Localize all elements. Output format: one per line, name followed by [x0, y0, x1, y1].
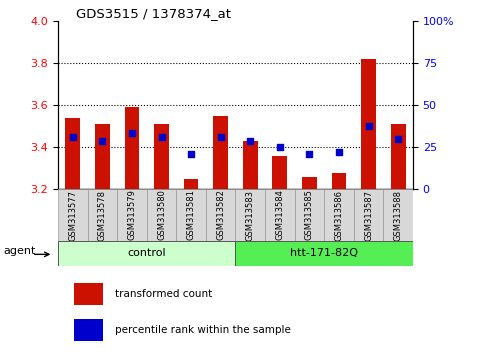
- Point: [69, 134, 77, 140]
- Bar: [361, 59, 376, 189]
- Point: [394, 136, 402, 142]
- Text: GSM313579: GSM313579: [128, 190, 136, 240]
- Bar: [87, 189, 117, 241]
- Point: [128, 130, 136, 136]
- Bar: [243, 141, 257, 189]
- Bar: [74, 284, 103, 305]
- Text: GDS3515 / 1378374_at: GDS3515 / 1378374_at: [76, 7, 231, 20]
- Text: GSM313588: GSM313588: [394, 189, 403, 241]
- Text: htt-171-82Q: htt-171-82Q: [290, 248, 358, 258]
- Bar: [213, 116, 228, 189]
- Bar: [58, 189, 87, 241]
- Bar: [154, 124, 169, 189]
- Bar: [295, 189, 324, 241]
- Bar: [117, 189, 147, 241]
- Text: GSM313586: GSM313586: [335, 189, 343, 241]
- Bar: [354, 189, 384, 241]
- Point: [217, 134, 225, 140]
- Point: [306, 151, 313, 156]
- Bar: [58, 241, 236, 266]
- Bar: [332, 173, 346, 189]
- Text: agent: agent: [3, 246, 35, 256]
- Text: GSM313577: GSM313577: [68, 189, 77, 241]
- Text: GSM313585: GSM313585: [305, 190, 314, 240]
- Bar: [324, 189, 354, 241]
- Point: [365, 124, 372, 129]
- Bar: [95, 124, 110, 189]
- Bar: [176, 189, 206, 241]
- Bar: [384, 189, 413, 241]
- Text: GSM313587: GSM313587: [364, 189, 373, 241]
- Text: GSM313578: GSM313578: [98, 189, 107, 241]
- Point: [99, 138, 106, 144]
- Text: GSM313583: GSM313583: [246, 189, 255, 241]
- Point: [246, 138, 254, 144]
- Bar: [147, 189, 176, 241]
- Text: GSM313582: GSM313582: [216, 190, 225, 240]
- Point: [187, 151, 195, 156]
- Bar: [184, 179, 199, 189]
- Bar: [272, 156, 287, 189]
- Bar: [125, 107, 139, 189]
- Point: [335, 149, 343, 154]
- Text: percentile rank within the sample: percentile rank within the sample: [115, 325, 291, 335]
- Bar: [65, 118, 80, 189]
- Bar: [391, 124, 406, 189]
- Text: control: control: [128, 248, 166, 258]
- Text: GSM313580: GSM313580: [157, 190, 166, 240]
- Bar: [74, 319, 103, 341]
- Point: [276, 144, 284, 150]
- Bar: [206, 189, 236, 241]
- Bar: [265, 189, 295, 241]
- Text: GSM313584: GSM313584: [275, 190, 284, 240]
- Text: GSM313581: GSM313581: [186, 190, 196, 240]
- Bar: [236, 189, 265, 241]
- Bar: [302, 177, 317, 189]
- Bar: [236, 241, 413, 266]
- Point: [157, 134, 165, 140]
- Text: transformed count: transformed count: [115, 289, 213, 299]
